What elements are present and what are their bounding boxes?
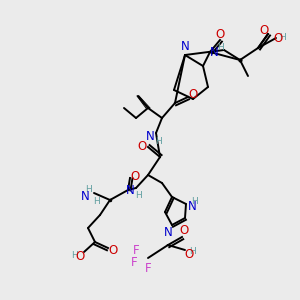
Text: F: F — [145, 262, 151, 275]
Text: O: O — [179, 224, 189, 238]
Text: O: O — [188, 88, 198, 100]
Text: N: N — [164, 226, 172, 239]
Text: H: H — [93, 196, 99, 206]
Text: H: H — [280, 34, 286, 43]
Text: O: O — [137, 140, 147, 154]
Text: F: F — [133, 244, 139, 256]
Text: H: H — [135, 191, 141, 200]
Text: N: N — [81, 190, 89, 203]
Text: O: O — [215, 28, 225, 40]
Text: O: O — [184, 248, 194, 260]
Text: H: H — [217, 43, 224, 52]
Text: H: H — [190, 248, 196, 256]
Text: N: N — [146, 130, 154, 142]
Text: H: H — [70, 250, 77, 260]
Text: N: N — [188, 200, 196, 212]
Text: N: N — [210, 46, 218, 59]
Text: N: N — [181, 40, 189, 53]
Text: H: H — [85, 184, 92, 194]
Text: O: O — [273, 32, 283, 46]
Text: H: H — [190, 196, 197, 206]
Text: H: H — [154, 136, 161, 146]
Text: F: F — [131, 256, 137, 268]
Text: N: N — [126, 184, 134, 197]
Text: O: O — [260, 23, 268, 37]
Text: O: O — [108, 244, 118, 256]
Text: O: O — [75, 250, 85, 262]
Text: O: O — [130, 169, 140, 182]
